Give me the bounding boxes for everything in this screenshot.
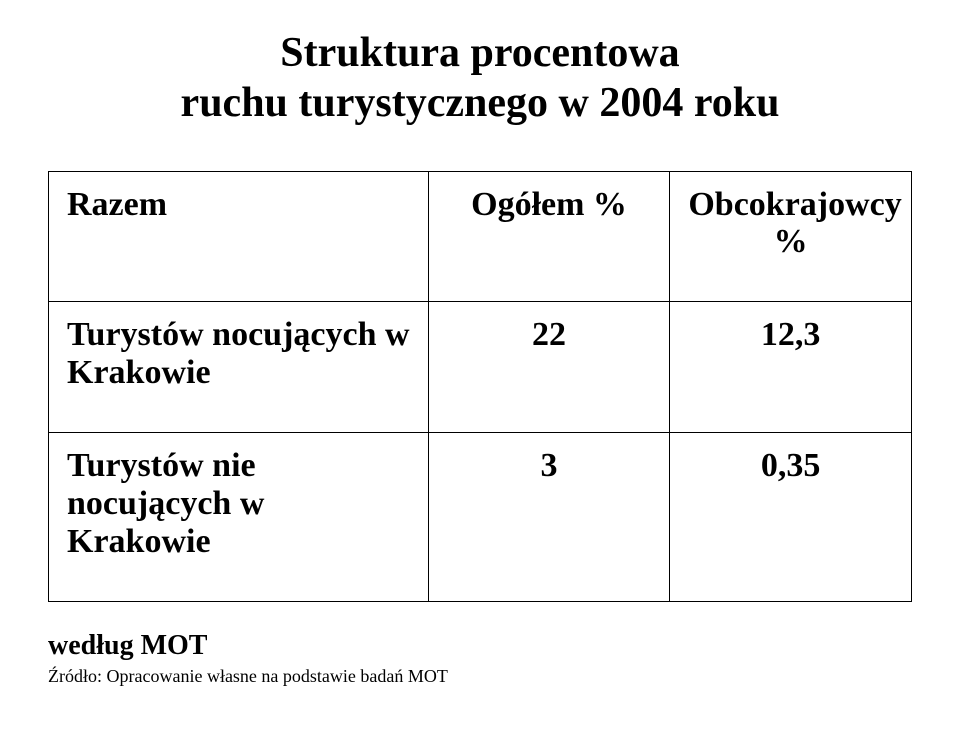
row-ogolem: 22	[428, 301, 670, 432]
data-table: Razem Ogółem % Obcokrajowcy % Turystów n…	[48, 171, 912, 602]
page: Struktura procentowa ruchu turystycznego…	[0, 0, 960, 745]
row-obco: 12,3	[670, 301, 912, 432]
footer-note: według MOT	[48, 630, 912, 662]
footer-source: Źródło: Opracowanie własne na podstawie …	[48, 666, 912, 687]
row-label: Turystów nie nocujących w Krakowie	[49, 432, 429, 601]
row-label: Turystów nocujących w Krakowie	[49, 301, 429, 432]
header-razem: Razem	[49, 171, 429, 301]
header-obco-line2: %	[774, 223, 808, 260]
row-ogolem: 3	[428, 432, 670, 601]
header-obcokrajowcy: Obcokrajowcy %	[670, 171, 912, 301]
table-row: Turystów nocujących w Krakowie 22 12,3	[49, 301, 912, 432]
table-header-row: Razem Ogółem % Obcokrajowcy %	[49, 171, 912, 301]
footer: według MOT Źródło: Opracowanie własne na…	[48, 630, 912, 687]
header-obco-line1: Obcokrajowcy	[688, 186, 901, 223]
title-line-2: ruchu turystycznego w 2004 roku	[48, 78, 912, 128]
row-obco: 0,35	[670, 432, 912, 601]
header-ogolem: Ogółem %	[428, 171, 670, 301]
page-title: Struktura procentowa ruchu turystycznego…	[48, 28, 912, 129]
table-row: Turystów nie nocujących w Krakowie 3 0,3…	[49, 432, 912, 601]
title-line-1: Struktura procentowa	[48, 28, 912, 78]
